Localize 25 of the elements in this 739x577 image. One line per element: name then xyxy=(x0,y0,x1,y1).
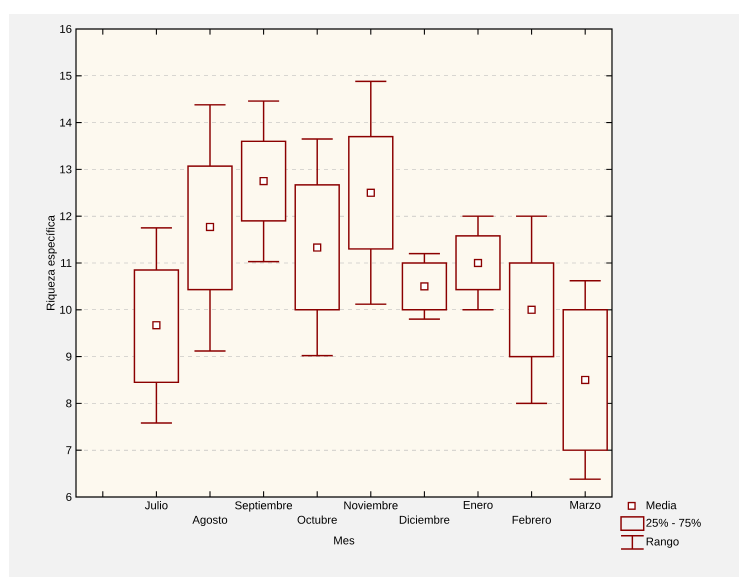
x-tick-label: Diciembre xyxy=(400,515,450,524)
x-tick-label: Noviembre xyxy=(344,501,398,510)
y-tick-label: 7 xyxy=(66,446,72,454)
y-tick-label: 12 xyxy=(60,212,72,220)
x-tick-label: Febrero xyxy=(512,515,551,524)
y-tick-label: 14 xyxy=(60,118,72,126)
y-tick-label: 6 xyxy=(66,492,72,501)
text: Media xyxy=(646,500,677,510)
x-tick-label: Octubre xyxy=(298,515,337,524)
x-tick-label: Marzo xyxy=(570,501,600,509)
x-tick-label: Enero xyxy=(464,501,493,509)
y-tick-label: 16 xyxy=(60,24,72,33)
x-tick-label: Septiembre xyxy=(235,501,292,512)
x-axis-title: Mes xyxy=(334,536,354,544)
text: Rango xyxy=(646,538,679,548)
y-tick-label: 11 xyxy=(61,259,72,267)
y-axis-title: Riqueza específica xyxy=(46,215,57,310)
x-tick-label: Agosto xyxy=(192,516,228,526)
y-tick-label: 15 xyxy=(60,72,72,80)
y-tick-label: 8 xyxy=(66,399,72,408)
y-tick-label: 9 xyxy=(66,352,72,361)
y-tick-label: 10 xyxy=(60,306,72,314)
text: 25% - 75% xyxy=(646,518,701,527)
y-tick-label: 13 xyxy=(60,165,72,174)
x-tick-label: Julio xyxy=(144,501,168,510)
